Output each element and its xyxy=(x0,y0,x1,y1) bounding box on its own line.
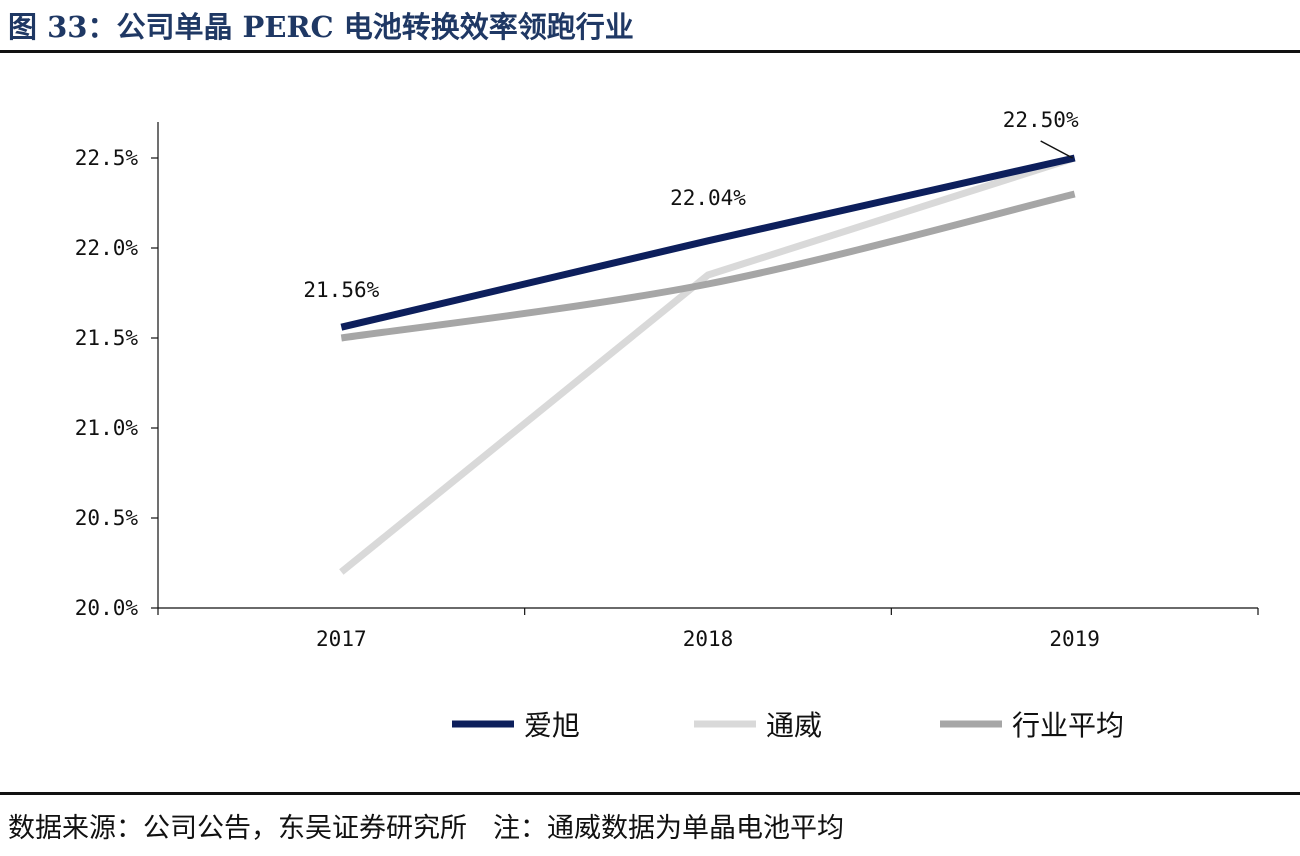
series-line-0 xyxy=(340,154,1076,331)
source-note: 注：通威数据为单晶电池平均 xyxy=(493,813,844,844)
series-lines xyxy=(339,154,1076,575)
data-label: 22.50% xyxy=(1003,108,1079,132)
chart-axes xyxy=(157,122,1258,609)
legend-label: 行业平均 xyxy=(1012,709,1124,742)
y-tick-label: 21.5% xyxy=(75,326,139,350)
series-line-1 xyxy=(339,154,1076,575)
data-label: 22.04% xyxy=(670,186,746,210)
chart-legend: 爱旭 通威 行业平均 xyxy=(452,709,1124,742)
y-tick-label: 20.0% xyxy=(75,596,139,620)
data-label: 21.56% xyxy=(303,278,379,302)
y-axis-ticks: 20.0% 20.5% 21.0% 21.5% 22.0% 22.5% xyxy=(75,146,158,620)
line-chart: 20.0%20.5%21.0%21.5%22.0%22.5% 2017 2018 2… xyxy=(75,108,1259,742)
series-line-2 xyxy=(340,190,1076,342)
y-tick-label: 21.0% xyxy=(75,416,139,440)
y-tick-label: 22.0% xyxy=(75,236,139,260)
y-tick-label: 22.5% xyxy=(75,146,139,170)
bottom-rule xyxy=(0,792,1300,795)
source-line: 数据来源：公司公告，东吴证券研究所 注：通威数据为单晶电池平均 xyxy=(8,806,844,845)
figure-title: 图 33：公司单晶 PERC 电池转换效率领跑行业 xyxy=(8,10,634,44)
data-label-leader-line xyxy=(1040,140,1074,159)
legend-label: 通威 xyxy=(766,709,822,742)
x-axis-ticks: 2017 2018 2019 xyxy=(157,608,1259,651)
x-tick-label: 2018 xyxy=(683,627,734,651)
x-tick-label: 2019 xyxy=(1049,627,1100,651)
legend-label: 爱旭 xyxy=(524,709,580,742)
data-labels: 21.56% 22.04% 22.50% xyxy=(303,108,1079,302)
top-rule xyxy=(0,50,1300,53)
source-text: 数据来源：公司公告，东吴证券研究所 xyxy=(8,813,467,844)
y-tick-label: 20.5% xyxy=(75,506,139,530)
x-tick-label: 2017 xyxy=(316,627,367,651)
